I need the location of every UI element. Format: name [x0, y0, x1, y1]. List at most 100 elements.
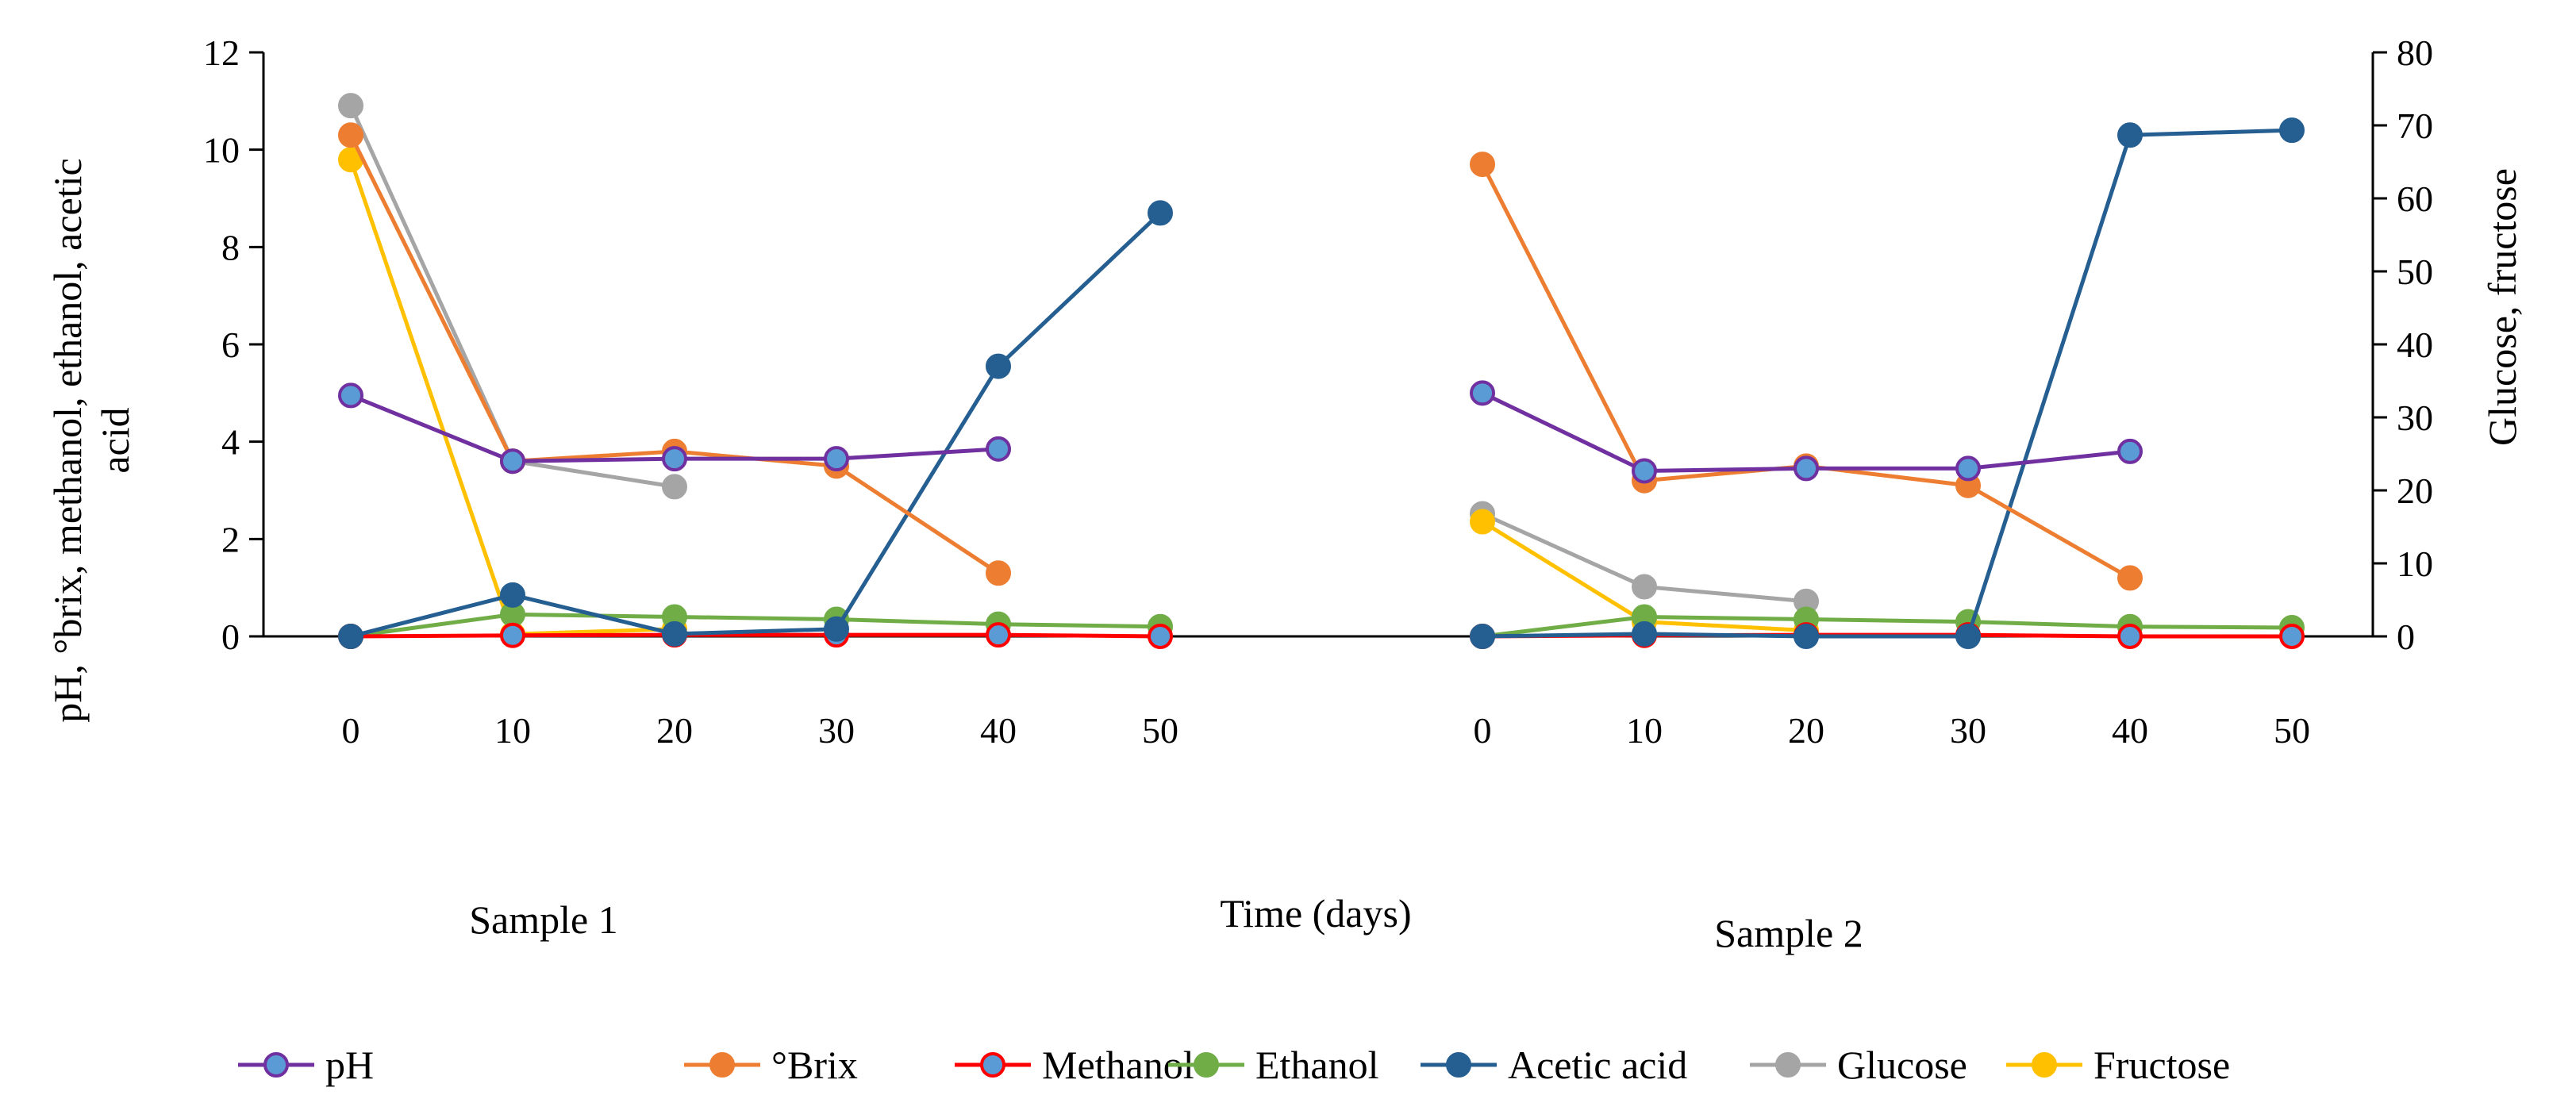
y-left-tick-label: 12: [203, 33, 240, 73]
legend-label-glucose: Glucose: [1837, 1043, 1967, 1087]
data-point-acetic-acid: [662, 620, 687, 647]
legend-marker-fructose: [2032, 1052, 2057, 1078]
x-tick-label: 40: [2112, 710, 2148, 751]
panel-label-sample-2: Sample 2: [1714, 911, 1863, 955]
y-right-tick-label: 80: [2397, 33, 2433, 73]
data-point-ph: [500, 448, 525, 474]
data-point-ph: [2117, 438, 2143, 464]
x-tick-label: 20: [1788, 710, 1824, 751]
data-point-brix: [986, 560, 1011, 586]
legend-marker-ethanol: [1194, 1052, 1219, 1078]
data-point-ph: [1955, 455, 1981, 482]
legend-marker-brix: [709, 1052, 735, 1078]
legend-marker-methanol: [980, 1052, 1005, 1078]
data-point-methanol: [1148, 624, 1173, 649]
x-tick-label: 0: [1474, 710, 1492, 751]
data-point-acetic-acid: [824, 616, 849, 642]
series-glucose: [338, 93, 1819, 614]
series-line-brix: [348, 134, 1000, 575]
x-axis-title: Time (days): [1220, 891, 1411, 936]
data-point-fructose: [1470, 509, 1495, 535]
x-tick-label: 10: [1626, 710, 1663, 751]
data-point-methanol: [2117, 624, 2143, 649]
data-point-acetic-acid: [500, 582, 525, 608]
x-tick-label: 10: [494, 710, 531, 751]
y-axis-title-right: Glucose, fructose: [2480, 168, 2524, 446]
data-point-glucose: [662, 474, 687, 500]
x-tick-label: 40: [980, 710, 1017, 751]
data-point-acetic-acid: [338, 624, 363, 649]
y-right-tick-label: 10: [2397, 544, 2433, 584]
y-left-tick-label: 8: [221, 227, 240, 267]
data-point-methanol: [986, 622, 1011, 648]
x-tick-label: 30: [818, 710, 855, 751]
series-line-acetic-acid: [350, 211, 1162, 639]
series-line-ethanol: [350, 612, 1161, 639]
data-point-acetic-acid: [1632, 620, 1657, 647]
data-point-methanol: [500, 622, 525, 648]
series-line-brix: [1480, 163, 2132, 580]
y-right-tick-label: 0: [2397, 617, 2415, 657]
data-point-brix: [2117, 565, 2143, 591]
data-point-brix: [1470, 152, 1495, 178]
y-left-tick-label: 4: [221, 422, 240, 463]
series-ph: [338, 380, 2143, 484]
y-right-tick-label: 40: [2397, 325, 2433, 365]
data-point-ph: [1470, 380, 1495, 406]
data-point-ph: [986, 436, 1011, 462]
series-acetic-acid: [338, 117, 2305, 649]
data-point-ph: [338, 382, 363, 409]
y-right-tick-label: 50: [2397, 252, 2433, 292]
y-right-tick-label: 70: [2397, 106, 2433, 146]
legend-marker-glucose: [1775, 1052, 1801, 1078]
legend-marker-acetic-acid: [1446, 1052, 1471, 1078]
labels: Time (days) Sample 1 Sample 2 Glucose, f…: [45, 158, 2524, 955]
x-tick-label: 50: [1142, 710, 1178, 751]
y-left-tick-label: 6: [221, 325, 240, 365]
data-point-ph: [1794, 455, 1819, 482]
data-point-acetic-acid: [2117, 122, 2143, 148]
x-tick-label: 30: [1950, 710, 1986, 751]
series-fructose: [338, 147, 1819, 647]
y-axis-title-left-line-1: pH, °brix, methanol, ethanol, acetic: [45, 158, 90, 722]
data-point-acetic-acid: [1794, 624, 1819, 649]
data-point-acetic-acid: [1955, 624, 1981, 649]
y-left-tick-label: 0: [221, 617, 240, 657]
data-point-glucose: [338, 93, 363, 119]
data-point-acetic-acid: [2279, 117, 2305, 144]
data-point-acetic-acid: [986, 353, 1011, 379]
x-tick-label: 50: [2274, 710, 2310, 751]
series-layer: [338, 93, 2305, 649]
y-right-tick-label: 20: [2397, 471, 2433, 511]
data-point-glucose: [1632, 574, 1657, 600]
x-tick-label: 0: [342, 710, 360, 751]
y-axis-title-left-line-2: acid: [93, 407, 137, 473]
legend: pH °Brix Methanol Ethanol Acetic acid Glucose…: [238, 1043, 2230, 1087]
legend-label-fructose: Fructose: [2093, 1043, 2230, 1087]
data-point-ph: [662, 446, 687, 472]
legend-marker-ph: [263, 1052, 289, 1078]
y-left-tick-label: 10: [203, 130, 240, 171]
panel-label-sample-1: Sample 1: [469, 897, 617, 942]
data-point-acetic-acid: [1470, 624, 1495, 649]
data-point-ph: [1632, 458, 1657, 484]
series-line-ethanol: [1482, 614, 2293, 639]
x-tick-label: 20: [656, 710, 693, 751]
data-point-ph: [824, 446, 849, 472]
legend-label-ph: pH: [325, 1043, 374, 1087]
y-axis-title-left: pH, °brix, methanol, ethanol, aceticacid: [45, 158, 137, 722]
data-point-methanol: [2279, 624, 2305, 649]
y-right-tick-label: 60: [2397, 179, 2433, 219]
data-point-acetic-acid: [1148, 200, 1173, 226]
axes: 0 2 4 6 8 10 12 0 10 20 30 40 50 60 70 80 0 10 20 30 40 50 0 10…: [203, 33, 2433, 751]
y-left-tick-label: 2: [221, 519, 240, 559]
legend-label-brix: °Brix: [771, 1043, 858, 1087]
series-line-methanol: [350, 632, 1161, 639]
legend-label-ethanol: Ethanol: [1255, 1043, 1379, 1087]
series-line-acetic-acid: [1482, 128, 2293, 639]
legend-label-acetic-acid: Acetic acid: [1508, 1043, 1687, 1087]
data-point-brix: [338, 122, 363, 148]
y-right-tick-label: 30: [2397, 398, 2433, 438]
series-brix: [338, 122, 2143, 591]
